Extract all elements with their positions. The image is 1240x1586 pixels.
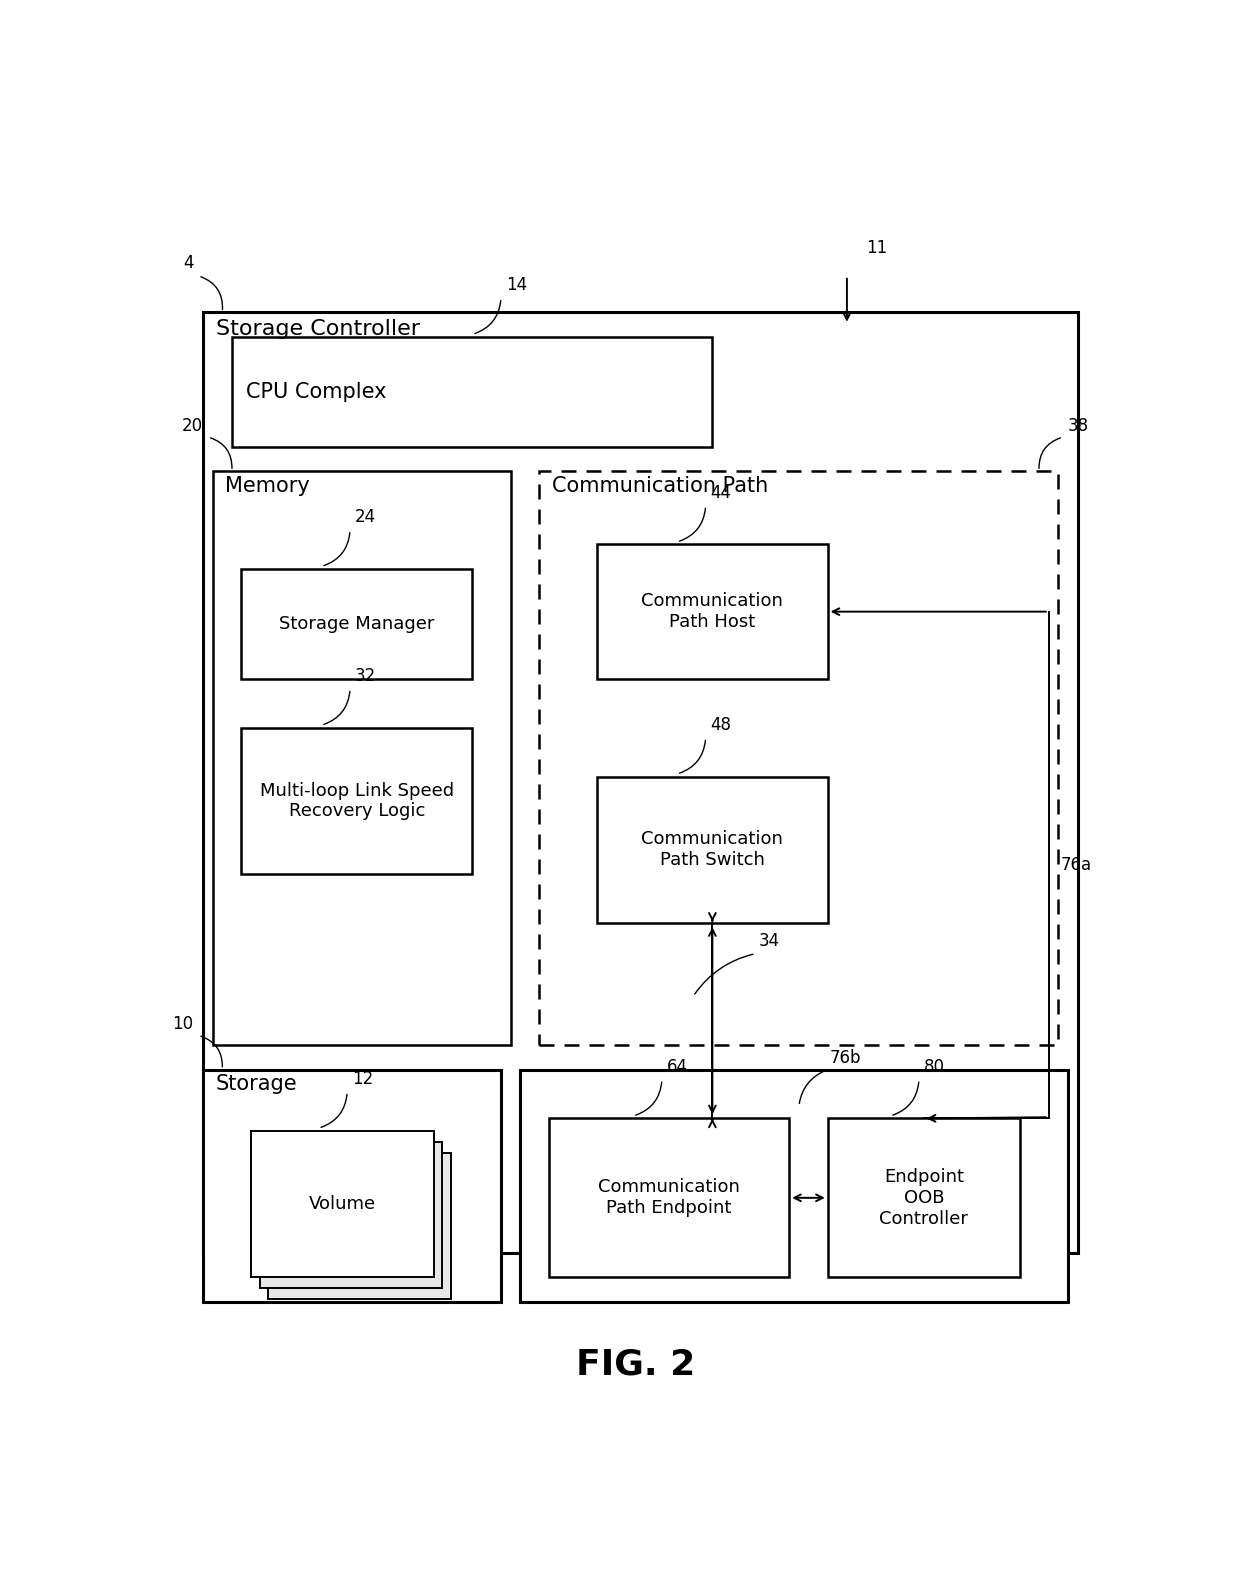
Bar bbox=[259, 1142, 443, 1288]
Bar bbox=[521, 1069, 1068, 1302]
Text: 38: 38 bbox=[1068, 417, 1089, 435]
Text: Storage: Storage bbox=[216, 1074, 298, 1094]
Bar bbox=[549, 1118, 789, 1277]
Text: 10: 10 bbox=[172, 1015, 193, 1032]
Bar bbox=[596, 777, 827, 923]
Bar bbox=[213, 471, 511, 1045]
Text: Memory: Memory bbox=[226, 476, 310, 495]
Bar bbox=[203, 1069, 501, 1302]
Text: CPU Complex: CPU Complex bbox=[247, 382, 387, 401]
Text: Communication
Path Switch: Communication Path Switch bbox=[641, 831, 784, 869]
Bar bbox=[250, 1131, 434, 1277]
Text: Communication
Path Endpoint: Communication Path Endpoint bbox=[598, 1178, 740, 1216]
Text: 76b: 76b bbox=[830, 1050, 861, 1067]
Text: 34: 34 bbox=[759, 933, 780, 950]
Text: Volume: Volume bbox=[309, 1194, 376, 1213]
Text: 80: 80 bbox=[924, 1058, 945, 1075]
Text: Communication
Path Host: Communication Path Host bbox=[641, 592, 784, 631]
Text: Storage Controller: Storage Controller bbox=[216, 319, 419, 339]
Bar bbox=[242, 728, 472, 874]
Text: 32: 32 bbox=[355, 668, 376, 685]
Text: 4: 4 bbox=[184, 254, 193, 273]
Bar bbox=[232, 336, 712, 447]
Text: 12: 12 bbox=[352, 1071, 373, 1088]
Text: 11: 11 bbox=[866, 239, 888, 257]
Text: 14: 14 bbox=[506, 276, 527, 293]
Bar bbox=[203, 312, 1078, 1253]
Text: 76a: 76a bbox=[1060, 856, 1091, 874]
Text: Communication Path: Communication Path bbox=[552, 476, 768, 495]
Bar bbox=[242, 569, 472, 679]
Text: 44: 44 bbox=[711, 484, 732, 501]
Text: Storage Manager: Storage Manager bbox=[279, 615, 434, 633]
Text: 24: 24 bbox=[355, 508, 376, 527]
Text: 20: 20 bbox=[182, 417, 203, 435]
Bar bbox=[539, 471, 1059, 1045]
Text: 64: 64 bbox=[667, 1058, 688, 1075]
Text: 48: 48 bbox=[711, 715, 732, 734]
Bar bbox=[828, 1118, 1019, 1277]
Bar bbox=[596, 544, 827, 679]
Text: Endpoint
OOB
Controller: Endpoint OOB Controller bbox=[879, 1167, 968, 1228]
Text: Multi-loop Link Speed
Recovery Logic: Multi-loop Link Speed Recovery Logic bbox=[259, 782, 454, 820]
Bar bbox=[268, 1153, 451, 1299]
Text: FIG. 2: FIG. 2 bbox=[575, 1347, 696, 1381]
